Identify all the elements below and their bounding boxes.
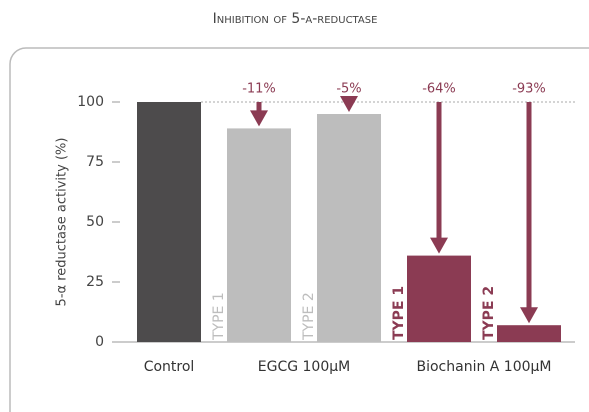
bar-type-label: TYPE 2 xyxy=(481,286,497,340)
x-group-label: Biochanin A 100µM xyxy=(416,359,551,375)
bar xyxy=(497,325,561,342)
bar xyxy=(317,114,381,342)
bar-type-label: TYPE 1 xyxy=(211,292,227,341)
bar xyxy=(137,102,201,342)
y-tick-label: 0 xyxy=(95,334,104,350)
bar-type-label: TYPE 1 xyxy=(391,286,407,340)
reduction-label: -93% xyxy=(512,82,546,97)
chart-title: Inhibition of 5-α-reductase xyxy=(213,11,378,27)
x-group-label: Control xyxy=(144,359,195,375)
arrow-head xyxy=(250,110,268,127)
y-tick-label: 25 xyxy=(86,274,104,290)
y-axis-label: 5-α reductase activity (%) xyxy=(55,138,70,307)
y-tick-label: 75 xyxy=(86,154,104,170)
bar xyxy=(407,255,471,342)
y-tick-label: 50 xyxy=(86,214,104,230)
y-tick-label: 100 xyxy=(77,94,104,110)
x-group-label: EGCG 100µM xyxy=(258,359,350,375)
reduction-label: -5% xyxy=(336,82,361,97)
arrow-head xyxy=(430,237,448,254)
bar xyxy=(227,128,291,342)
reduction-label: -64% xyxy=(422,82,456,97)
arrow-head xyxy=(340,96,358,112)
arrow-head xyxy=(520,307,538,324)
frame xyxy=(9,47,589,412)
reduction-label: -11% xyxy=(242,82,276,97)
bar-type-label: TYPE 2 xyxy=(301,292,317,341)
